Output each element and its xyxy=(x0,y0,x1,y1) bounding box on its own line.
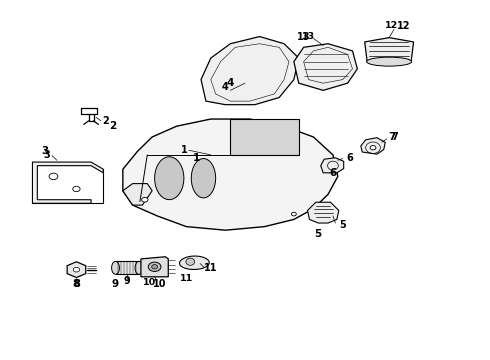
Text: 5: 5 xyxy=(340,220,346,230)
Polygon shape xyxy=(179,256,209,270)
Ellipse shape xyxy=(148,262,161,271)
Text: 9: 9 xyxy=(112,279,119,289)
Ellipse shape xyxy=(186,258,195,265)
Ellipse shape xyxy=(73,186,80,192)
Text: 10: 10 xyxy=(143,278,156,287)
Text: 1: 1 xyxy=(193,153,200,163)
Text: 6: 6 xyxy=(329,168,337,178)
Text: 3: 3 xyxy=(44,150,50,160)
Text: 10: 10 xyxy=(153,279,166,289)
Text: 11: 11 xyxy=(204,263,218,273)
Text: 4: 4 xyxy=(227,78,234,88)
Text: 2: 2 xyxy=(102,116,109,126)
Ellipse shape xyxy=(292,212,296,216)
Polygon shape xyxy=(230,119,299,155)
Ellipse shape xyxy=(152,265,158,269)
Text: 13: 13 xyxy=(297,32,310,41)
Ellipse shape xyxy=(142,197,148,202)
Ellipse shape xyxy=(135,261,143,274)
Polygon shape xyxy=(321,158,343,173)
Ellipse shape xyxy=(73,267,79,272)
Text: 6: 6 xyxy=(347,153,353,163)
Ellipse shape xyxy=(49,173,58,180)
Polygon shape xyxy=(116,261,139,274)
Text: 13: 13 xyxy=(302,32,315,41)
Polygon shape xyxy=(365,38,414,62)
Text: 7: 7 xyxy=(388,132,395,142)
Polygon shape xyxy=(155,157,184,200)
Polygon shape xyxy=(191,158,216,198)
Polygon shape xyxy=(308,202,339,223)
Polygon shape xyxy=(67,262,86,278)
Polygon shape xyxy=(32,162,103,203)
Text: 4: 4 xyxy=(222,82,229,92)
Ellipse shape xyxy=(370,145,376,150)
Text: 12: 12 xyxy=(397,21,411,31)
Text: 12: 12 xyxy=(385,21,398,30)
Text: 7: 7 xyxy=(392,132,398,142)
Text: 2: 2 xyxy=(109,121,117,131)
Polygon shape xyxy=(294,44,357,90)
Text: 5: 5 xyxy=(315,229,322,239)
Text: 11: 11 xyxy=(180,274,193,283)
Text: 8: 8 xyxy=(73,279,80,289)
Text: 9: 9 xyxy=(124,276,131,287)
Ellipse shape xyxy=(112,261,120,274)
Text: 3: 3 xyxy=(41,146,49,156)
Polygon shape xyxy=(123,184,152,205)
Polygon shape xyxy=(361,138,385,154)
Ellipse shape xyxy=(367,57,412,66)
Text: 8: 8 xyxy=(73,279,80,289)
Polygon shape xyxy=(123,119,338,230)
Polygon shape xyxy=(201,37,299,105)
Polygon shape xyxy=(141,257,168,277)
Text: 1: 1 xyxy=(180,144,187,154)
